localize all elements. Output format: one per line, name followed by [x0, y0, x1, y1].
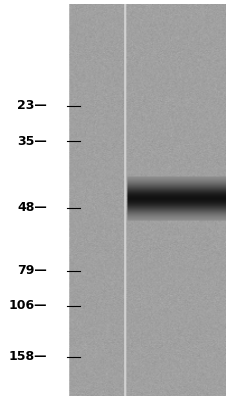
Text: 106—: 106—: [8, 299, 47, 312]
Text: 48—: 48—: [17, 201, 47, 214]
Text: 79—: 79—: [17, 264, 47, 277]
Text: 158—: 158—: [8, 350, 47, 363]
Text: 23—: 23—: [17, 100, 47, 112]
Text: 35—: 35—: [17, 135, 47, 148]
